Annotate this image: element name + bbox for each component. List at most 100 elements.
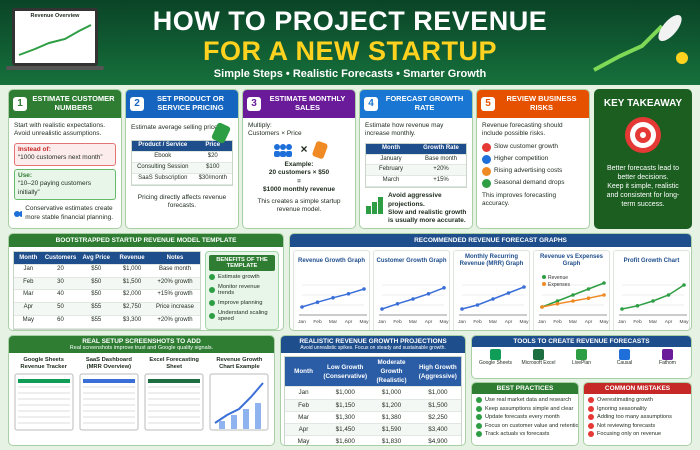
table-cell: February (366, 165, 416, 177)
tool-name: Microsoft Excel (521, 360, 556, 366)
tool-item: LivePlan (562, 349, 602, 367)
person (19, 210, 23, 217)
screenshots-row: Google Sheets Revenue Tracker SaaS Dashbo… (9, 353, 274, 440)
item-icon (588, 397, 594, 403)
list-item: Not reviewing forecasts (588, 422, 687, 429)
table-header: Low Growth (Conservative) (322, 357, 369, 388)
x-tick-label: Apr (505, 319, 513, 325)
table-cell: March (366, 176, 416, 188)
point (411, 297, 415, 301)
table-cell: $1,500 (414, 399, 461, 412)
risk-text: Rising advertising costs (494, 167, 563, 175)
list: Use real market data and research Keep as… (472, 394, 578, 443)
x-tick-label: Mar (409, 319, 418, 325)
customers-icon (274, 143, 293, 157)
tool-name: LivePlan (571, 360, 592, 366)
good-text: “10–20 paying customers initially” (18, 180, 91, 196)
table-header: Month (285, 357, 323, 388)
check-icon (209, 274, 215, 280)
template-row: Month Customers Avg Price Revenue Notes Jan 20… (9, 247, 283, 330)
table-header: Product / Service (132, 141, 194, 153)
point (300, 305, 304, 309)
thumb-bar (231, 415, 238, 429)
x-tick-label: May (439, 319, 449, 325)
mini-chart: Jan Feb Mar Apr May (458, 284, 529, 325)
risk-item: Slow customer growth (482, 142, 584, 152)
takeaway-card: KEY TAKEAWAY Better forecasts lead to bet… (594, 89, 692, 229)
x-tick-label: Apr (585, 319, 593, 325)
laptop-base (6, 66, 104, 70)
item-icon (588, 422, 594, 429)
step-number: 1 (13, 97, 27, 111)
table-header: Month (14, 252, 43, 265)
screenshot-item: Google Sheets Revenue Tracker (13, 357, 74, 436)
risk-item: Seasonal demand drops (482, 178, 584, 188)
thumb-frame (14, 373, 74, 431)
example-label: Example: (284, 160, 314, 168)
table-cell: 60 (42, 316, 79, 329)
screenshot-label: SaaS Dashboard (MRR Overview) (85, 357, 132, 370)
table-cell: May (14, 316, 43, 329)
screenshot-thumb (209, 373, 269, 431)
laptop-label: Revenue Overview (30, 13, 80, 19)
step-title: SET PRODUCT OR SERVICE PRICING (156, 94, 225, 112)
table-cell: $1,830 (368, 436, 414, 445)
legend-swatch (542, 275, 546, 279)
risk-icon (482, 166, 491, 176)
list-item: Ignoring seasonality (588, 405, 687, 412)
point (666, 293, 671, 297)
ring (640, 132, 646, 138)
good-label: Use: (18, 171, 33, 179)
body (274, 150, 281, 157)
table-cell: $1,590 (368, 423, 415, 436)
x-tick-label: May (599, 319, 609, 325)
point (460, 307, 464, 311)
table-cell: $1,300 (322, 412, 369, 424)
point (315, 300, 320, 304)
price-tag-icon (311, 140, 328, 160)
step-title: REVIEW BUSINESS RISKS (506, 94, 577, 112)
x-tick-label: Jan (618, 319, 626, 325)
step-card: 1 ESTIMATE CUSTOMER NUMBERS Start with rea… (8, 89, 122, 229)
section-header: REAL SETUP SCREENSHOTS TO ADD Real screen… (9, 336, 274, 353)
card-body: Multiply: Customers × Price × Example: 20 cu… (243, 118, 355, 219)
graph-title: Revenue vs Expenses Graph (539, 254, 604, 267)
tools-box: TOOLS TO CREATE REVENUE FORECASTS Google … (471, 335, 692, 379)
footer: Conservative estimates create more stabl… (25, 205, 114, 221)
step-number: 2 (130, 97, 144, 111)
table-header: Price (193, 141, 232, 153)
point (475, 303, 480, 307)
notes: Avoid aggressive projections. Slow and re… (388, 192, 467, 226)
graph-title: Revenue Growth Graph (297, 257, 365, 264)
table-header: High Growth (Aggressive) (414, 357, 461, 388)
table-cell: $1,380 (368, 412, 415, 424)
tool-name: Google Sheets (478, 360, 513, 366)
x-tick-label: Mar (489, 319, 498, 325)
item-icon (588, 405, 594, 412)
icon-bar (378, 197, 383, 215)
table-cell: +15% growth (149, 290, 200, 304)
table-cell: January (366, 155, 416, 166)
takeaway-text: Keep it simple, realistic and consistent… (606, 183, 680, 209)
example: Example: 20 customers × $50 = $1000 monthly… (248, 161, 350, 195)
template-box: BOOTSTRAPPED STARTUP REVENUE MODEL TEMPL… (8, 233, 284, 331)
table-cell: $3,400 (414, 423, 461, 436)
step-number: 5 (481, 97, 495, 111)
risk-text: Slow customer growth (494, 143, 558, 151)
card-header: 5 REVIEW BUSINESS RISKS (477, 90, 589, 118)
tool-icon (619, 349, 630, 360)
point (620, 307, 624, 311)
section-title: REALISTIC REVENUE GROWTH PROJECTIONS (299, 338, 447, 345)
check-icon (209, 287, 215, 293)
x-tick-label: Feb (473, 319, 482, 325)
item-text: Focusing only on revenue (597, 431, 662, 437)
note: Slow and realistic growth is usually mor… (388, 208, 467, 225)
legend-label: Expenses (548, 282, 570, 288)
screenshot-item: Revenue Growth Chart Example (209, 357, 270, 436)
table-cell: $2,750 (114, 303, 150, 317)
risk-icon (482, 178, 491, 188)
table-cell: 30 (42, 277, 79, 291)
table-cell: May (285, 436, 322, 445)
screenshot-thumb (144, 373, 204, 431)
table-cell: $1,500 (114, 277, 150, 291)
